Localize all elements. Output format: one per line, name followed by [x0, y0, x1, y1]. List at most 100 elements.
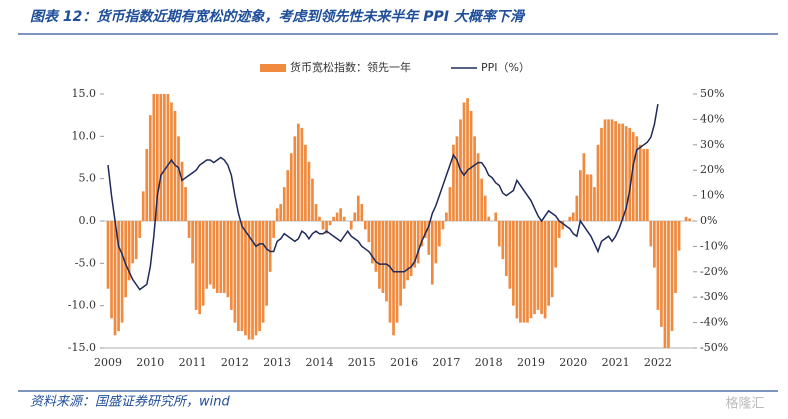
legend-swatch: [260, 64, 286, 72]
bar: [163, 94, 166, 221]
bar: [529, 221, 533, 319]
bar: [371, 221, 374, 264]
bar: [184, 187, 187, 221]
bar: [607, 119, 610, 221]
bar: [381, 221, 385, 293]
y-tick-label: -10.0: [68, 299, 96, 312]
y2-tick-label: -40%: [700, 316, 728, 329]
bar: [487, 216, 491, 221]
bar: [519, 221, 522, 323]
bar: [148, 115, 152, 221]
x-tick-label: 2010: [136, 356, 164, 369]
bar: [550, 221, 554, 298]
bar: [261, 221, 265, 323]
bar: [441, 221, 445, 230]
bar: [512, 221, 515, 306]
x-tick-label: 2017: [432, 356, 460, 369]
bar: [624, 126, 628, 221]
bar: [508, 221, 512, 289]
bar: [642, 149, 646, 221]
y2-tick-label: -50%: [700, 341, 728, 354]
bar: [156, 94, 159, 221]
bar: [374, 221, 378, 272]
bar: [304, 144, 307, 221]
bar: [180, 161, 184, 221]
y2-tick-label: 0%: [700, 214, 717, 227]
bar: [589, 174, 593, 221]
bar: [494, 212, 498, 221]
bar: [311, 178, 314, 221]
y-tick-label: 0.0: [79, 214, 97, 227]
bar: [674, 221, 677, 293]
bar: [473, 136, 476, 221]
legend-label: 货币宽松指数：领先一年: [290, 60, 411, 74]
bar: [219, 221, 223, 293]
bar: [367, 221, 371, 243]
bar: [522, 221, 526, 323]
x-tick-label: 2011: [179, 356, 207, 369]
x-tick-label: 2022: [644, 356, 672, 369]
bar: [610, 119, 614, 221]
bar: [617, 123, 621, 221]
y2-tick-label: 10%: [700, 189, 724, 202]
bar: [561, 221, 565, 230]
bar: [194, 221, 198, 310]
bar: [497, 221, 501, 247]
x-tick-label: 2021: [602, 356, 630, 369]
bar: [353, 212, 357, 221]
bar: [222, 221, 226, 293]
bar: [198, 221, 201, 315]
bar: [332, 216, 335, 221]
source: 资料来源：国盛证券研究所，wind: [30, 394, 230, 410]
bar: [392, 221, 395, 336]
bar: [684, 216, 688, 221]
bar: [596, 144, 600, 221]
bar: [205, 221, 209, 289]
bar: [540, 221, 543, 315]
y2-tick-label: 40%: [700, 112, 724, 125]
bar: [568, 216, 572, 221]
bar: [416, 221, 420, 264]
bar: [649, 221, 653, 247]
bar: [469, 110, 473, 221]
bar: [656, 221, 660, 310]
bar: [237, 221, 240, 332]
bar: [230, 221, 233, 310]
bar: [124, 221, 127, 298]
y2-tick-label: 30%: [700, 138, 724, 151]
x-tick-label: 2012: [221, 356, 249, 369]
y2-tick-label: 50%: [700, 87, 724, 100]
bar: [631, 132, 635, 221]
bar: [138, 221, 142, 238]
bar: [575, 195, 579, 221]
bar: [413, 221, 417, 268]
x-tick-label: 2014: [306, 356, 334, 369]
bar: [445, 212, 448, 221]
x-tick-label: 2019: [517, 356, 545, 369]
watermark: 格隆汇: [725, 396, 764, 412]
bar: [645, 149, 649, 221]
bar: [339, 208, 342, 221]
x-tick-label: 2013: [263, 356, 291, 369]
bar: [117, 221, 120, 332]
bar: [251, 221, 254, 340]
bar: [593, 187, 596, 221]
y-tick-label: 10.0: [72, 129, 97, 142]
bar: [272, 221, 276, 238]
bar: [335, 212, 339, 221]
bar: [159, 94, 163, 221]
legend-label: PPI（%）: [481, 61, 530, 74]
bar: [438, 221, 441, 247]
bar: [279, 204, 283, 221]
bar: [483, 195, 487, 221]
chart-title: 图表 12：货币指数近期有宽松的迹象，考虑到领先性未来半年 PPI 大概率下滑: [30, 8, 526, 25]
x-tick-label: 2018: [475, 356, 503, 369]
bar: [240, 221, 244, 332]
bar: [430, 221, 434, 285]
bar: [388, 221, 392, 323]
bar: [265, 221, 268, 306]
bar: [328, 221, 332, 226]
bar: [297, 123, 300, 221]
bar: [113, 221, 117, 336]
